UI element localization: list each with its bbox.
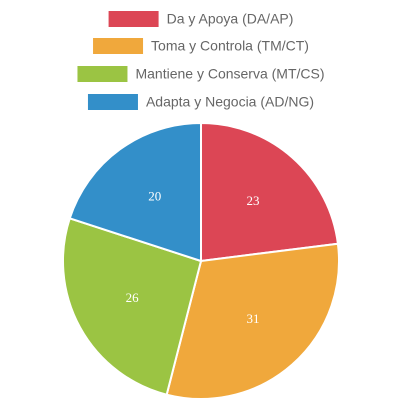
slice-label: 20 xyxy=(148,188,161,203)
legend-label: Da y Apoya (DA/AP) xyxy=(167,11,294,27)
legend-label: Adapta y Negocia (AD/NG) xyxy=(146,94,314,110)
pie-slice xyxy=(62,217,203,396)
legend-label: Mantiene y Conserva (MT/CS) xyxy=(135,66,324,82)
slice-label: 26 xyxy=(126,290,140,305)
pie-slice xyxy=(200,121,340,263)
legend-swatch xyxy=(108,11,159,27)
slice-label: 31 xyxy=(247,311,260,326)
slice-label: 23 xyxy=(247,193,260,208)
legend-label: Toma y Controla (TM/CT) xyxy=(151,38,309,54)
pie-slice xyxy=(165,242,340,400)
legend-swatch xyxy=(93,38,144,54)
legend-swatch xyxy=(77,66,128,82)
legend-swatch xyxy=(87,94,138,110)
pie-slice xyxy=(68,121,202,263)
